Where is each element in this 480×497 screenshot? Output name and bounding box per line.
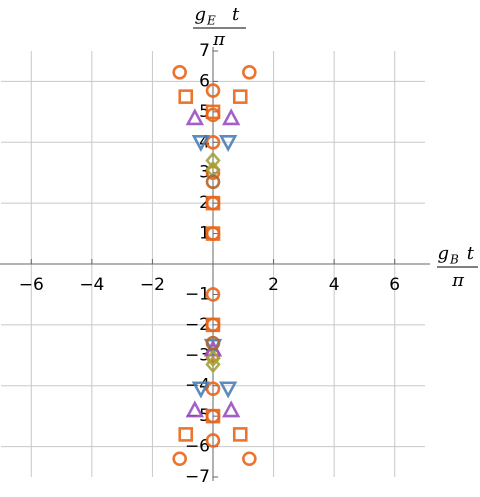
point <box>205 381 221 397</box>
y-tick-label: −3 <box>185 345 210 365</box>
point <box>205 151 221 170</box>
y-label-variable: t <box>232 4 240 25</box>
point <box>185 400 205 418</box>
y-tick-label: −2 <box>185 315 210 335</box>
y-tick-label: 2 <box>199 193 210 213</box>
point <box>172 451 187 467</box>
y-tick-label: 3 <box>199 163 210 183</box>
x-tick-label: −4 <box>79 275 104 295</box>
y-tick-label: 6 <box>199 71 210 91</box>
y-tick-label: −7 <box>185 467 210 487</box>
point <box>178 89 194 104</box>
point <box>178 427 194 442</box>
point <box>205 104 221 120</box>
point <box>242 65 257 80</box>
point <box>232 89 248 104</box>
x-tick-label: −6 <box>19 275 44 295</box>
point <box>205 349 221 368</box>
point <box>221 108 241 126</box>
point <box>205 433 221 448</box>
x-label-subscript: B <box>449 253 459 267</box>
point <box>205 335 221 351</box>
point <box>205 226 221 241</box>
point <box>218 381 238 399</box>
point <box>205 287 221 302</box>
point <box>221 400 241 418</box>
point <box>218 134 238 153</box>
point <box>205 408 221 424</box>
point <box>185 108 205 126</box>
y-label-denominator: π <box>212 29 226 50</box>
point <box>172 65 187 80</box>
x-label-denominator: π <box>451 270 465 291</box>
x-label-symbol: g <box>437 243 449 264</box>
x-tick-label: 6 <box>389 275 400 295</box>
point <box>232 427 248 442</box>
point <box>191 134 211 153</box>
point <box>191 381 211 399</box>
point <box>205 134 221 150</box>
point <box>205 317 221 333</box>
y-label-subscript: E <box>206 14 216 28</box>
y-tick-label: 7 <box>199 41 210 61</box>
point <box>205 174 221 190</box>
x-tick-label: −2 <box>140 275 165 295</box>
point <box>205 195 221 211</box>
y-tick-label: 1 <box>199 224 210 244</box>
x-label-variable: t <box>467 243 475 264</box>
point <box>205 83 221 98</box>
y-tick-label: −1 <box>185 284 210 304</box>
x-tick-label: 4 <box>329 275 340 295</box>
point <box>242 451 257 467</box>
y-tick-label: 5 <box>199 102 210 122</box>
y-label-symbol: g <box>194 4 206 25</box>
x-tick-label: 2 <box>268 275 279 295</box>
